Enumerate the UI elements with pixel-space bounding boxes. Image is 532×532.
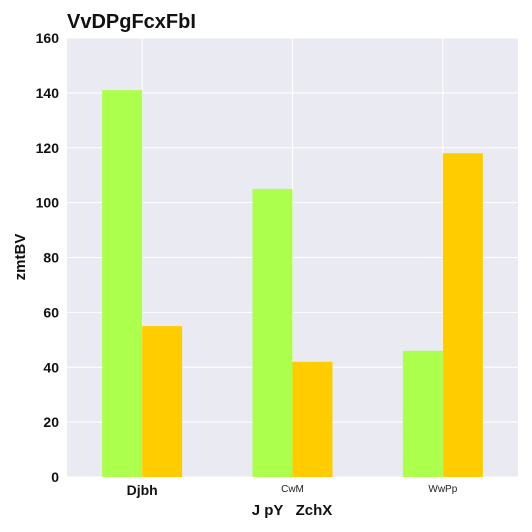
chart-title: VvDPgFcxFbI [67,11,196,33]
x-tick-label: CwM [281,484,304,495]
bar-series-2-cwm [292,361,333,477]
y-tick-label: 40 [43,359,59,375]
bar-series-2-djbh [142,326,183,477]
y-axis-ticks: 0 20 40 60 80 100 120 140 160 [36,30,60,485]
bar-series-1-djbh [102,90,143,477]
y-tick-label: 20 [43,414,59,430]
y-tick-label: 160 [36,30,60,46]
y-tick-label: 100 [36,195,60,211]
y-tick-label: 60 [43,304,59,320]
bars [102,90,483,478]
x-axis-label: J pY ZchX [252,502,333,519]
y-tick-label: 80 [43,250,59,266]
bar-series-2-wwpp [442,153,483,478]
y-tick-label: 120 [36,140,60,156]
y-tick-label: 0 [51,469,59,485]
x-tick-label: WwPp [428,484,457,495]
y-axis-label: zmtBV [12,234,29,281]
bar-series-1-cwm [252,188,293,477]
y-tick-label: 140 [36,85,60,101]
bar-series-1-wwpp [402,350,443,477]
x-tick-label: Djbh [127,482,158,498]
x-axis-ticks: Djbh CwM WwPp [127,482,458,498]
